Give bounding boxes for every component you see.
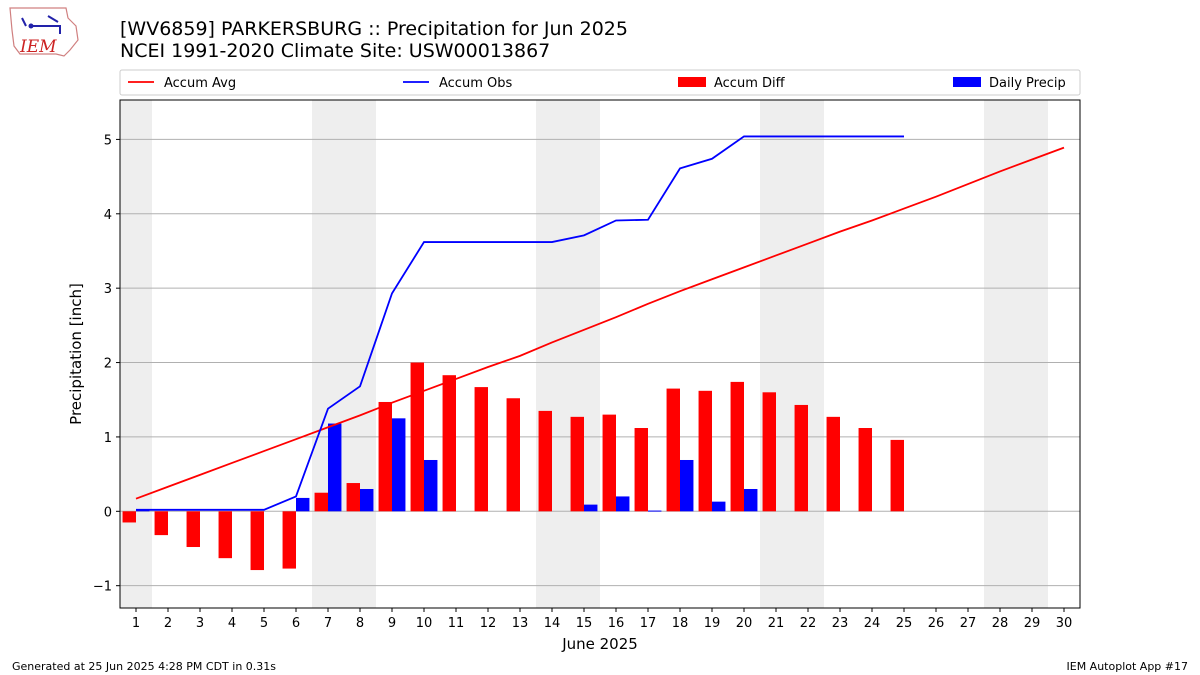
accum-diff-bar-day-13 xyxy=(506,398,520,512)
x-tick-label: 25 xyxy=(896,616,913,631)
x-tick-label: 12 xyxy=(480,616,497,631)
accum-diff-bar-day-2 xyxy=(154,511,168,536)
accum-diff-bar-day-22 xyxy=(794,404,808,512)
y-tick-label: 0 xyxy=(104,505,112,520)
x-tick-label: 29 xyxy=(1024,616,1041,631)
x-tick-label: 6 xyxy=(292,616,300,631)
x-tick-label: 1 xyxy=(132,616,140,631)
daily-precip-bar-day-19 xyxy=(712,501,726,512)
legend: Accum Avg Accum Obs Accum Diff Daily Precip xyxy=(119,69,1081,96)
daily-precip-bar-day-7 xyxy=(328,423,342,512)
x-tick-label: 19 xyxy=(704,616,721,631)
x-tick-label: 15 xyxy=(576,616,593,631)
x-tick-label: 7 xyxy=(324,616,332,631)
x-tick-label: 30 xyxy=(1056,616,1073,631)
accum-diff-bar-day-24 xyxy=(858,428,872,512)
x-tick-label: 26 xyxy=(928,616,945,631)
legend-label-accum-obs: Accum Obs xyxy=(439,76,512,91)
accum-diff-bar-day-18 xyxy=(666,388,680,512)
x-tick-label: 10 xyxy=(416,616,433,631)
accum-diff-bar-day-21 xyxy=(762,392,776,512)
accum-diff-bar-day-17 xyxy=(634,428,648,512)
legend-label-accum-avg: Accum Avg xyxy=(164,76,236,91)
x-tick-label: 22 xyxy=(800,616,817,631)
x-tick-label: 3 xyxy=(196,616,204,631)
accum-diff-bar-day-12 xyxy=(474,387,488,512)
iem-logo: IEM xyxy=(9,7,79,57)
accum-avg-line xyxy=(135,146,1065,500)
x-tick-label: 20 xyxy=(736,616,753,631)
y-tick-label: 5 xyxy=(104,133,112,148)
accum-diff-bar-day-8 xyxy=(346,483,360,512)
daily-precip-bar-day-15 xyxy=(584,504,598,512)
weekend-band-2 xyxy=(312,100,376,608)
weekend-band-5 xyxy=(984,100,1048,608)
accum-diff-bar-day-15 xyxy=(570,416,584,512)
y-axis-label: Precipitation [inch] xyxy=(67,283,85,425)
plot-frame xyxy=(119,99,1081,609)
daily-precip-bar-day-16 xyxy=(616,496,630,512)
daily-precip-bar-day-18 xyxy=(680,459,694,512)
x-axis-label: June 2025 xyxy=(561,635,638,653)
footer-app: IEM Autoplot App #17 xyxy=(1067,660,1189,673)
x-tick-label: 5 xyxy=(260,616,268,631)
daily-precip-bar-day-9 xyxy=(392,418,406,512)
y-tick-label: 3 xyxy=(104,282,112,297)
accum-diff-bar-day-16 xyxy=(602,414,616,512)
x-tick-label: 28 xyxy=(992,616,1009,631)
accum-diff-bar-day-7 xyxy=(314,492,328,512)
daily-precip-bar-day-17 xyxy=(648,510,662,512)
footer-generated: Generated at 25 Jun 2025 4:28 PM CDT in … xyxy=(12,660,276,673)
daily-precip-bar-day-10 xyxy=(424,459,438,512)
accum-diff-bar-day-4 xyxy=(218,511,232,559)
weekend-band-4 xyxy=(760,100,824,608)
legend-swatch-daily-precip xyxy=(953,77,981,87)
accum-diff-bar-day-25 xyxy=(890,439,904,512)
daily-precip-bar-day-6 xyxy=(296,497,310,512)
accum-obs-line xyxy=(136,135,904,511)
legend-swatch-accum-diff xyxy=(678,77,706,87)
x-tick-label: 13 xyxy=(512,616,529,631)
accum-diff-bar-day-3 xyxy=(186,511,200,548)
x-tick-label: 27 xyxy=(960,616,977,631)
x-tick-label: 14 xyxy=(544,616,561,631)
y-tick-label: 1 xyxy=(104,431,112,446)
x-tick-label: 8 xyxy=(356,616,364,631)
logo-text: IEM xyxy=(19,37,57,57)
weekend-band-3 xyxy=(536,100,600,608)
x-tick-label: 4 xyxy=(228,616,236,631)
x-tick-label: 18 xyxy=(672,616,689,631)
accum-diff-bar-day-10 xyxy=(410,362,424,512)
accum-diff-bar-day-9 xyxy=(378,401,392,512)
x-tick-label: 16 xyxy=(608,616,625,631)
accum-diff-bar-day-19 xyxy=(698,390,712,512)
daily-precip-bar-day-8 xyxy=(360,488,374,512)
legend-label-daily-precip: Daily Precip xyxy=(989,76,1066,91)
x-tick-label: 9 xyxy=(388,616,396,631)
x-tick-label: 2 xyxy=(164,616,172,631)
accum-diff-bar-day-20 xyxy=(730,381,744,512)
x-tick-label: 23 xyxy=(832,616,849,631)
x-tick-label: 24 xyxy=(864,616,881,631)
y-tick-label: 4 xyxy=(104,208,112,223)
accum-diff-bar-day-1 xyxy=(122,511,136,523)
weekend-band-1 xyxy=(120,100,152,608)
y-tick-label: −1 xyxy=(93,580,112,595)
legend-label-accum-diff: Accum Diff xyxy=(714,76,786,91)
accum-diff-bar-day-14 xyxy=(538,410,552,512)
daily-precip-bar-day-20 xyxy=(744,488,758,512)
x-tick-label: 11 xyxy=(448,616,465,631)
x-tick-label: 17 xyxy=(640,616,657,631)
x-tick-label: 21 xyxy=(768,616,785,631)
chart-subtitle: NCEI 1991-2020 Climate Site: USW00013867 xyxy=(120,40,550,62)
chart-title: [WV6859] PARKERSBURG :: Precipitation fo… xyxy=(120,18,628,40)
accum-diff-bar-day-5 xyxy=(250,511,264,571)
accum-diff-bar-day-11 xyxy=(442,375,456,512)
accum-diff-bar-day-6 xyxy=(282,511,296,569)
y-tick-label: 2 xyxy=(104,357,112,372)
accum-diff-bar-day-23 xyxy=(826,416,840,512)
